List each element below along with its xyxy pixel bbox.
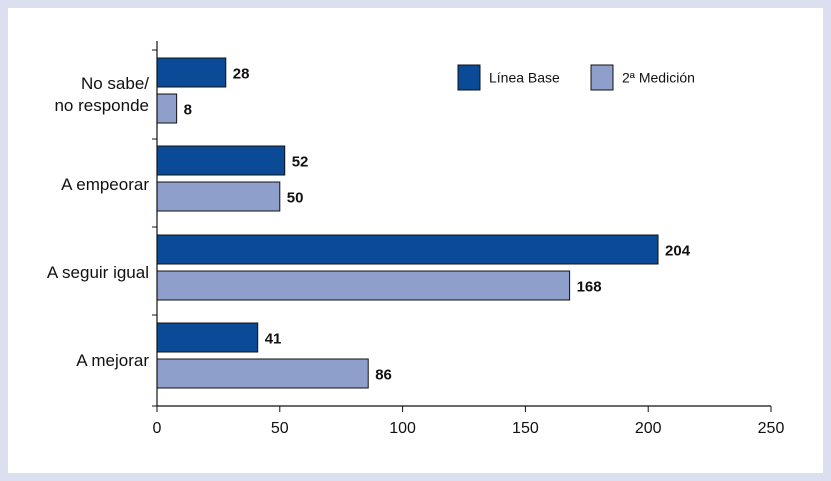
category-label: A seguir igual xyxy=(47,263,149,282)
bar-chart: 28 52 204 41 8 50 168 86 0 50 100 150 200 250 No sabe/… xyxy=(47,41,785,437)
x-tick-label: 250 xyxy=(758,420,785,437)
data-label: 8 xyxy=(184,102,192,119)
x-tick-label: 100 xyxy=(389,420,416,437)
bar-segunda-medicion-3 xyxy=(156,358,369,389)
bar-segunda-medicion-2 xyxy=(156,270,571,301)
x-tick-label: 0 xyxy=(153,420,162,437)
bar-linea-base-0 xyxy=(156,57,227,88)
bar-linea-base-3 xyxy=(156,322,259,353)
data-label: 52 xyxy=(292,154,309,171)
chart-panel: 28 52 204 41 8 50 168 86 0 50 100 150 200 250 No sabe/… xyxy=(8,8,823,473)
data-label: 86 xyxy=(375,367,392,384)
bar-segunda-medicion-0 xyxy=(156,93,178,124)
category-label: No sabe/ xyxy=(81,74,149,93)
category-label: A mejorar xyxy=(76,351,149,370)
data-label: 204 xyxy=(665,243,691,260)
x-tick-label: 150 xyxy=(512,420,539,437)
data-label: 168 xyxy=(577,279,602,296)
bar-segunda-medicion-1 xyxy=(156,181,281,212)
category-label: no responde xyxy=(54,96,149,115)
x-tick-label: 200 xyxy=(635,420,662,437)
legend-swatch xyxy=(457,64,481,91)
category-label: A empeorar xyxy=(61,175,149,194)
legend-label: 2ª Medición xyxy=(622,70,695,86)
legend-swatch xyxy=(590,64,614,91)
data-label: 41 xyxy=(265,331,282,348)
bar-linea-base-2 xyxy=(156,234,659,265)
bar-linea-base-1 xyxy=(156,145,286,176)
x-tick-label: 50 xyxy=(271,420,289,437)
data-label: 50 xyxy=(287,190,304,207)
data-label: 28 xyxy=(233,66,250,83)
legend-label: Línea Base xyxy=(489,70,560,86)
